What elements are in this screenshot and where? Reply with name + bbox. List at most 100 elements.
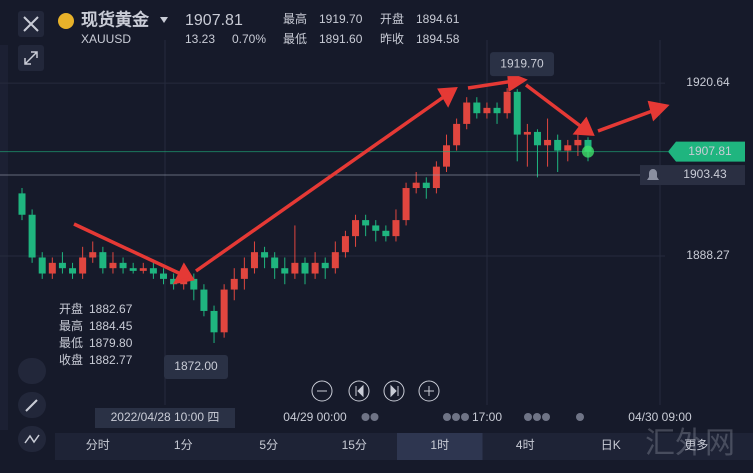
tab[interactable]: 15分 — [342, 438, 367, 452]
candle-body — [523, 131, 531, 135]
last-dot — [582, 145, 594, 158]
candle-body — [301, 262, 309, 274]
dot-icon — [461, 413, 469, 421]
candle-body — [281, 268, 289, 274]
tooltip-value: 1884.45 — [89, 319, 133, 333]
tooltip-label: 收盘 — [59, 352, 83, 367]
time-label: 2022/04/28 10:00 四 — [111, 410, 220, 424]
candle-body — [402, 188, 410, 221]
dot-icon — [370, 413, 379, 421]
dropdown-arrow[interactable] — [160, 17, 168, 23]
stat-value: 1894.61 — [416, 12, 460, 26]
stat-label: 开盘 — [380, 11, 404, 26]
high-marker-box — [490, 52, 554, 77]
last-price-tag — [668, 141, 745, 162]
candle-body — [190, 278, 198, 290]
step-forward[interactable] — [383, 380, 405, 402]
candle-body — [574, 139, 582, 146]
candle-body — [48, 262, 56, 274]
tab[interactable]: 5分 — [259, 438, 278, 452]
candle-body — [38, 257, 46, 274]
tab[interactable]: 分时 — [86, 438, 110, 452]
high-marker-label: 1919.70 — [500, 56, 544, 70]
candle-body — [341, 236, 349, 253]
low-marker-label: 1872.00 — [174, 359, 218, 373]
candle-body — [564, 145, 572, 151]
candle-body — [119, 262, 127, 269]
candle-body — [139, 268, 147, 271]
tooltip-value: 1882.77 — [89, 353, 133, 367]
candle-body — [331, 252, 339, 269]
candle-body — [170, 278, 178, 285]
candle-body — [352, 220, 360, 237]
candle-body — [58, 262, 66, 269]
trend-arrows — [73, 71, 670, 285]
candle-body — [533, 131, 541, 146]
tab-selected — [397, 433, 483, 460]
tooltip-label: 开盘 — [59, 301, 83, 316]
candle-body — [79, 257, 87, 274]
dot-icon — [576, 413, 584, 421]
candle-body — [432, 166, 440, 189]
tooltip-value: 1879.80 — [89, 336, 133, 350]
expand-button[interactable] — [18, 45, 44, 71]
candle-body — [544, 139, 552, 146]
candle-body — [503, 91, 511, 114]
candle-body — [412, 182, 420, 189]
tooltip-label: 最低 — [59, 336, 83, 350]
low-marker-box — [164, 355, 228, 380]
candle-body — [240, 268, 248, 279]
gold-icon — [58, 13, 74, 29]
dot-icon — [361, 413, 370, 421]
tab[interactable]: 更多 — [684, 438, 708, 452]
dot-icon — [533, 413, 541, 421]
candle-body — [473, 102, 481, 114]
tool-indicator[interactable] — [18, 426, 46, 452]
zoom-out[interactable] — [311, 380, 333, 402]
candle-body — [160, 273, 167, 279]
candle-body — [230, 278, 238, 290]
time-label: 04/29 00:00 — [283, 410, 347, 424]
candle-body — [493, 107, 501, 114]
candle-body — [372, 225, 380, 231]
step-back[interactable] — [348, 380, 370, 402]
tab[interactable]: 1分 — [174, 438, 193, 452]
dot-icon — [443, 413, 451, 421]
tab[interactable]: 4时 — [516, 438, 535, 452]
change: 13.23 — [185, 32, 215, 46]
zoom-in[interactable] — [418, 380, 440, 402]
time-cursor-box — [95, 408, 235, 428]
last-price-label: 1907.81 — [688, 144, 732, 158]
bell-icon — [647, 169, 659, 181]
candle-body — [210, 310, 218, 333]
cursor-price-label: 1903.43 — [683, 167, 727, 181]
candle-body — [99, 252, 107, 269]
candle-body — [129, 268, 137, 271]
close-button[interactable] — [18, 11, 44, 37]
tab[interactable]: 1时 — [430, 438, 449, 452]
candle-body — [149, 268, 157, 274]
y-tick-label: 1920.64 — [686, 75, 730, 89]
candle-body — [200, 289, 208, 311]
candle-body — [18, 193, 26, 215]
zoom-controls — [311, 380, 440, 402]
price: 1907.81 — [185, 12, 243, 29]
candle-body — [463, 102, 471, 124]
time-label: 17:00 — [472, 410, 502, 424]
stat-value: 1919.70 — [319, 12, 363, 26]
candle-body — [443, 145, 450, 167]
candle-body — [89, 252, 97, 258]
tool-draw[interactable] — [18, 392, 46, 418]
stat-label: 最低 — [283, 32, 307, 46]
tab[interactable]: 日K — [601, 438, 621, 452]
candle-body — [483, 107, 491, 114]
candle-body — [422, 182, 430, 189]
candle-body — [109, 262, 117, 269]
watermark: 汇外网 — [645, 427, 735, 460]
cursor-price-tag — [640, 165, 745, 186]
tool-candle[interactable] — [18, 358, 46, 384]
candle-body — [321, 262, 329, 269]
